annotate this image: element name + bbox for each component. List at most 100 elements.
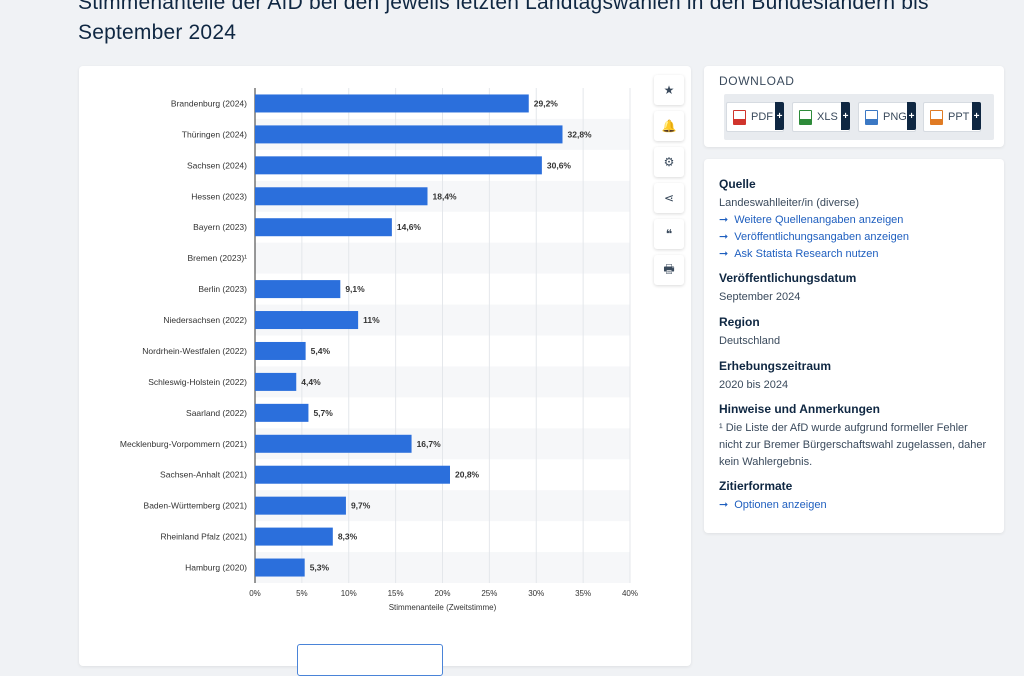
chart-action-button[interactable] [297, 644, 443, 676]
category-label: Schleswig-Holstein (2022) [148, 377, 247, 387]
bar [255, 434, 412, 453]
arrow-right-icon: ➞ [719, 231, 729, 243]
category-label: Bayern (2023) [193, 222, 247, 232]
bar [255, 341, 306, 360]
source-link-research[interactable]: ➞ Ask Statista Research nutzen [719, 246, 989, 263]
bar [255, 125, 563, 144]
bar [255, 496, 346, 515]
download-xls-button[interactable]: XLS + [792, 102, 850, 132]
share-icon: ⋖ [663, 191, 675, 205]
source-link-more[interactable]: ➞ Weitere Quellenangaben anzeigen [719, 212, 989, 229]
x-axis-title: Stimmenanteile (Zweitstimme) [389, 603, 497, 612]
chart-card: Brandenburg (2024) 29,2% Thüringen (2024) 3… [79, 66, 691, 676]
toolbar-button[interactable]: ⚙ [654, 147, 684, 177]
xls-file-icon [799, 109, 812, 125]
category-label: Sachsen (2024) [187, 160, 247, 170]
period-heading: Erhebungszeitraum [719, 359, 832, 373]
notes-text: ¹ Die Liste der AfD wurde aufgrund forme… [719, 422, 987, 468]
source-heading: Quelle [719, 177, 756, 191]
cite-heading: Zitierformate [719, 479, 793, 493]
value-label: 5,7% [313, 408, 333, 418]
notification-bell-icon: 🔔 [661, 119, 677, 133]
category-label: Thüringen (2024) [182, 129, 247, 139]
category-label: Saarland (2022) [186, 408, 247, 418]
toolbar-button[interactable]: ★ [654, 75, 684, 105]
toolbar-button[interactable]: ❝ [654, 219, 684, 249]
bar [255, 527, 333, 546]
region-section: Region Deutschland [719, 315, 989, 350]
value-label: 30,6% [547, 160, 572, 170]
quote-icon: ❝ [665, 227, 673, 241]
period-text: 2020 bis 2024 [719, 379, 789, 391]
x-tick-label: 40% [622, 589, 638, 598]
x-tick-label: 10% [341, 589, 357, 598]
category-label: Hamburg (2020) [185, 563, 247, 573]
download-ppt-button[interactable]: PPT + [923, 102, 981, 132]
date-heading: Veröffentlichungsdatum [719, 271, 857, 285]
ppt-file-icon [930, 109, 943, 125]
category-label: Bremen (2023)¹ [187, 253, 247, 263]
category-label: Rheinland Pfalz (2021) [161, 532, 248, 542]
value-label: 4,4% [301, 377, 321, 387]
pdf-file-icon [733, 109, 746, 125]
png-file-icon [865, 109, 878, 125]
bar [255, 280, 341, 299]
toolbar-button[interactable]: 🔔 [654, 111, 684, 141]
value-label: 9,1% [345, 284, 365, 294]
download-label: PNG [883, 111, 907, 123]
toolbar-button[interactable]: ⋖ [654, 183, 684, 213]
download-png-button[interactable]: PNG + [858, 102, 916, 132]
source-link-label: Ask Statista Research nutzen [734, 248, 879, 260]
favorite-star-icon: ★ [663, 83, 675, 97]
cite-link-label: Optionen anzeigen [734, 499, 827, 511]
chart-toolbar: ★ 🔔 ⚙ ⋖ ❝ 🖶 [654, 75, 684, 291]
download-label: PPT [948, 111, 970, 123]
x-tick-label: 20% [434, 589, 450, 598]
value-label: 5,4% [311, 346, 331, 356]
arrow-right-icon: ➞ [719, 214, 729, 226]
cite-link[interactable]: ➞ Optionen anzeigen [719, 497, 989, 514]
x-tick-label: 0% [249, 589, 261, 598]
date-section: Veröffentlichungsdatum September 2024 [719, 271, 989, 306]
toolbar-button[interactable]: 🖶 [654, 255, 684, 285]
plus-icon: + [972, 102, 981, 130]
bar [255, 558, 305, 577]
bar [255, 156, 542, 175]
download-title: DOWNLOAD [719, 74, 795, 88]
value-label: 18,4% [433, 191, 458, 201]
period-section: Erhebungszeitraum 2020 bis 2024 [719, 359, 989, 394]
category-label: Niedersachsen (2022) [163, 315, 247, 325]
x-tick-label: 35% [575, 589, 591, 598]
category-label: Brandenburg (2024) [171, 98, 247, 108]
value-label: 5,3% [310, 563, 330, 573]
info-panel: Quelle Landeswahlleiter/in (diverse) ➞ We… [704, 159, 1004, 533]
bar [255, 187, 428, 206]
bar [255, 218, 392, 237]
arrow-right-icon: ➞ [719, 248, 729, 260]
download-label: PDF [751, 111, 773, 123]
value-label: 20,8% [455, 470, 480, 480]
bar [255, 465, 450, 484]
download-label: XLS [817, 111, 838, 123]
notes-heading: Hinweise und Anmerkungen [719, 402, 880, 416]
bar [255, 94, 529, 113]
value-label: 32,8% [568, 129, 593, 139]
x-tick-label: 25% [481, 589, 497, 598]
x-tick-label: 15% [388, 589, 404, 598]
bar [255, 403, 309, 422]
download-pdf-button[interactable]: PDF + [726, 102, 784, 132]
source-text: Landeswahlleiter/in (diverse) [719, 197, 860, 209]
value-label: 9,7% [351, 501, 371, 511]
bar [255, 311, 359, 330]
value-label: 11% [363, 315, 380, 325]
category-label: Sachsen-Anhalt (2021) [160, 470, 247, 480]
source-link-publication[interactable]: ➞ Veröffentlichungsangaben anzeigen [719, 229, 989, 246]
category-label: Berlin (2023) [198, 284, 247, 294]
date-text: September 2024 [719, 291, 801, 303]
category-label: Mecklenburg-Vorpommern (2021) [120, 439, 247, 449]
page-title: Stimmenanteile der AfD bei den jeweils l… [78, 0, 929, 44]
value-label: 16,7% [417, 439, 442, 449]
value-label: 8,3% [338, 532, 358, 542]
bar [255, 372, 297, 391]
category-label: Baden-Württemberg (2021) [144, 501, 248, 511]
